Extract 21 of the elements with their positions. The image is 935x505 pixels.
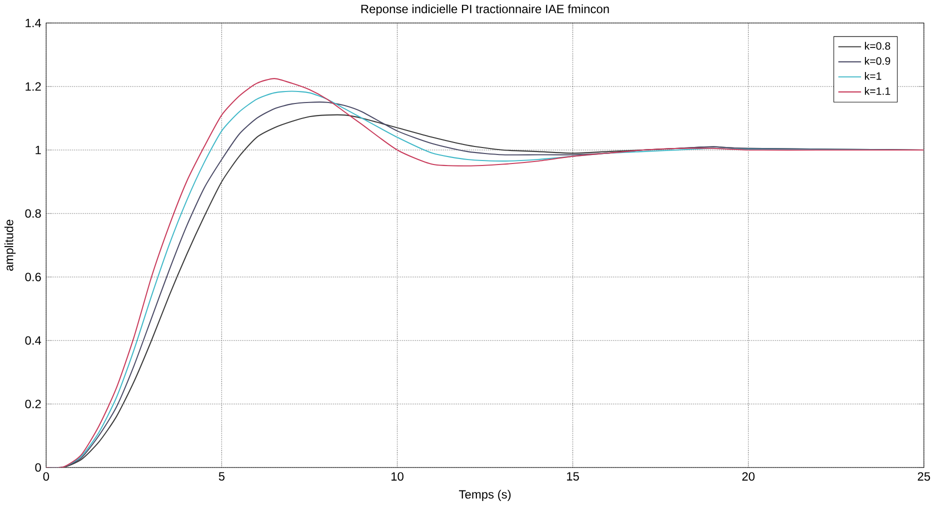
y-tick-label: 1.4 bbox=[26, 18, 42, 27]
chart-title: Reponse indicielle PI tractionnaire IAE fmincon bbox=[361, 4, 609, 16]
y-tick-label: 0.2 bbox=[25, 400, 41, 408]
y-tick-label: 0.8 bbox=[25, 209, 41, 218]
y-tick-label: 0 bbox=[35, 463, 41, 472]
x-tick-label: 15 bbox=[567, 472, 579, 480]
y-tick-label: 0.6 bbox=[25, 272, 41, 282]
legend-label: k=0.9 bbox=[864, 56, 890, 65]
y-axis-title: amplitude bbox=[4, 220, 16, 271]
y-tick-label: 0.4 bbox=[25, 336, 42, 345]
x-tick-label: 20 bbox=[742, 472, 755, 480]
y-tick-label: 1.2 bbox=[26, 82, 41, 90]
x-axis-title: Temps (s) bbox=[458, 490, 511, 501]
x-tick-label: 25 bbox=[918, 472, 930, 480]
y-tick-label: 1 bbox=[36, 146, 41, 154]
x-tick-label: 5 bbox=[218, 472, 225, 480]
legend-label: k=1.1 bbox=[864, 86, 890, 95]
x-tick-label: 10 bbox=[391, 472, 404, 480]
legend-label: k=1 bbox=[864, 72, 882, 80]
legend-label: k=0.8 bbox=[864, 42, 890, 50]
x-tick-label: 0 bbox=[43, 472, 50, 480]
